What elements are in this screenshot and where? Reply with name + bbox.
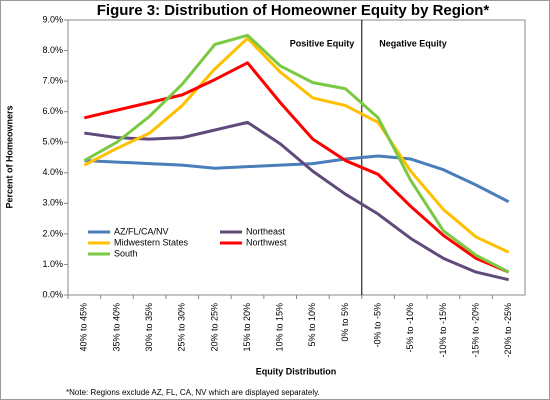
series-line [83, 36, 510, 254]
x-tick-label: -15% to -20% [470, 303, 480, 358]
y-tick-label: 6.0% [42, 106, 63, 116]
y-axis-label: Percent of Homeowners [4, 105, 14, 208]
x-tick-label: -0% to -5% [372, 303, 382, 348]
x-tick-label: 35% to 40% [111, 303, 121, 352]
annotation: Positive Equity [290, 38, 355, 48]
x-tick-label: 0% to 5% [340, 303, 350, 342]
x-tick-label: -10% to -15% [438, 303, 448, 358]
x-tick-label: 30% to 35% [144, 303, 154, 352]
y-tick-label: 4.0% [42, 167, 63, 177]
y-tick-label: 8.0% [42, 45, 63, 55]
legend-label: Northwest [246, 237, 287, 247]
footnote: *Note: Regions exclude AZ, FL, CA, NV wh… [66, 388, 320, 397]
y-tick-label: 2.0% [42, 228, 63, 238]
legend-label: Northeast [246, 226, 286, 236]
y-tick-label: 7.0% [42, 75, 63, 85]
series-line [84, 154, 510, 204]
series-line [84, 120, 510, 282]
y-tick-label: 0.0% [42, 289, 63, 299]
annotation: Negative Equity [379, 38, 447, 48]
y-tick-label: 5.0% [42, 137, 63, 147]
legend-label: Midwestern States [114, 237, 189, 247]
x-tick-label: 5% to 10% [307, 303, 317, 347]
x-tick-label: 40% to 45% [79, 303, 89, 352]
legend-label: AZ/FL/CA/NV [114, 226, 169, 236]
x-tick-label: 25% to 30% [177, 303, 187, 352]
chart-title: Figure 3: Distribution of Homeowner Equi… [97, 2, 490, 19]
legend-label: South [114, 248, 138, 258]
y-tick-label: 1.0% [42, 259, 63, 269]
x-tick-label: -5% to -10% [405, 303, 415, 353]
x-tick-label: 10% to 15% [275, 303, 285, 352]
x-tick-label: -20% to -25% [503, 303, 513, 358]
series-line [83, 33, 510, 274]
x-tick-label: 20% to 25% [209, 303, 219, 352]
x-tick-label: 15% to 20% [242, 303, 252, 352]
x-axis-label: Equity Distribution [256, 366, 337, 376]
y-tick-label: 9.0% [42, 14, 63, 24]
y-tick-label: 3.0% [42, 198, 63, 208]
series-line [83, 61, 510, 274]
